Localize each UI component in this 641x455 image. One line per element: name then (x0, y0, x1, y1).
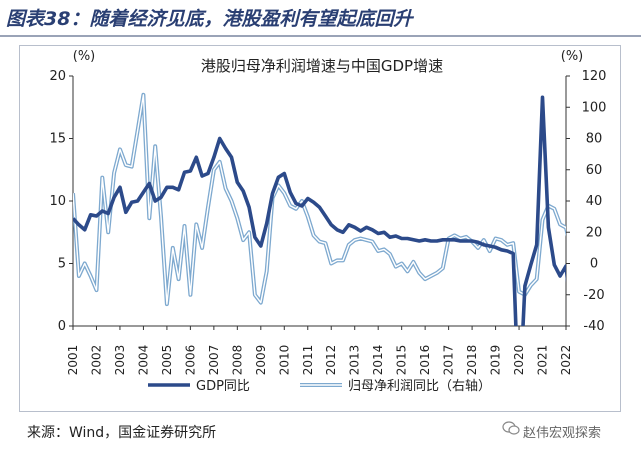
left-tick-label: 5 (58, 257, 66, 272)
chart-title: 港股归母净利润增速与中国GDP增速 (201, 57, 443, 75)
x-tick-label: 2017 (442, 345, 456, 376)
title-divider (0, 35, 641, 37)
x-tick-label: 2021 (536, 345, 550, 376)
right-tick-label: -20 (583, 288, 604, 303)
x-tick-label: 2001 (66, 345, 80, 376)
series-layer (73, 92, 566, 326)
left-tick-label: 10 (49, 194, 66, 209)
left-tick-label: 15 (49, 132, 66, 147)
right-tick-label: 40 (586, 194, 603, 209)
x-tick-label: 2006 (183, 345, 197, 376)
x-tick-label: 2005 (160, 345, 174, 376)
legend-label-profit: 归母净利润同比（右轴） (348, 379, 491, 394)
x-tick-label: 2004 (136, 345, 150, 376)
right-tick-label: 100 (582, 100, 607, 115)
x-tick-label: 2008 (230, 345, 244, 376)
x-tick-label: 2016 (418, 345, 432, 376)
legend-label-gdp: GDP同比 (196, 379, 250, 394)
series-line-profit-inner (73, 94, 566, 305)
x-tick-label: 2020 (512, 345, 526, 376)
watermark: 赵伟宏观探索 (523, 426, 602, 441)
figure-title: 图表38：随着经济见底，港股盈利有望起底回升 (6, 8, 413, 30)
x-tick-label: 2018 (465, 345, 479, 376)
chart-frame (19, 45, 621, 412)
right-tick-label: 0 (590, 257, 598, 272)
legend: GDP同比 归母净利润同比（右轴） (148, 379, 491, 394)
left-tick-label: 0 (58, 319, 66, 334)
x-tick-label: 2012 (324, 345, 338, 376)
left-axis-unit: (%) (73, 49, 96, 64)
right-axis-unit: (%) (561, 49, 584, 64)
x-tick-label: 2013 (348, 345, 362, 376)
x-tick-label: 2010 (277, 345, 291, 376)
x-tick-label: 2022 (559, 345, 573, 376)
x-tick-label: 2011 (301, 345, 315, 376)
right-tick-label: 20 (586, 225, 603, 240)
source-note: 来源：Wind，国金证券研究所 (27, 425, 217, 441)
right-tick-label: 60 (586, 163, 603, 178)
x-tick-label: 2015 (395, 345, 409, 376)
x-tick-label: 2002 (89, 345, 103, 376)
axes-group: 0 5 10 15 20 -40 -20 0 20 40 60 80 100 120 2001 2002 200… (49, 69, 606, 375)
x-tick-label: 2003 (113, 345, 127, 376)
right-tick-label: 120 (582, 69, 607, 84)
left-tick-label: 20 (49, 69, 66, 84)
x-tick-label: 2014 (371, 345, 385, 376)
x-tick-label: 2009 (254, 345, 268, 376)
x-tick-label: 2007 (207, 345, 221, 376)
x-tick-label: 2019 (489, 345, 503, 376)
series-line-gdp (73, 95, 566, 326)
right-tick-label: 80 (586, 132, 603, 147)
wechat-icon (502, 421, 520, 435)
right-tick-label: -40 (583, 319, 604, 334)
